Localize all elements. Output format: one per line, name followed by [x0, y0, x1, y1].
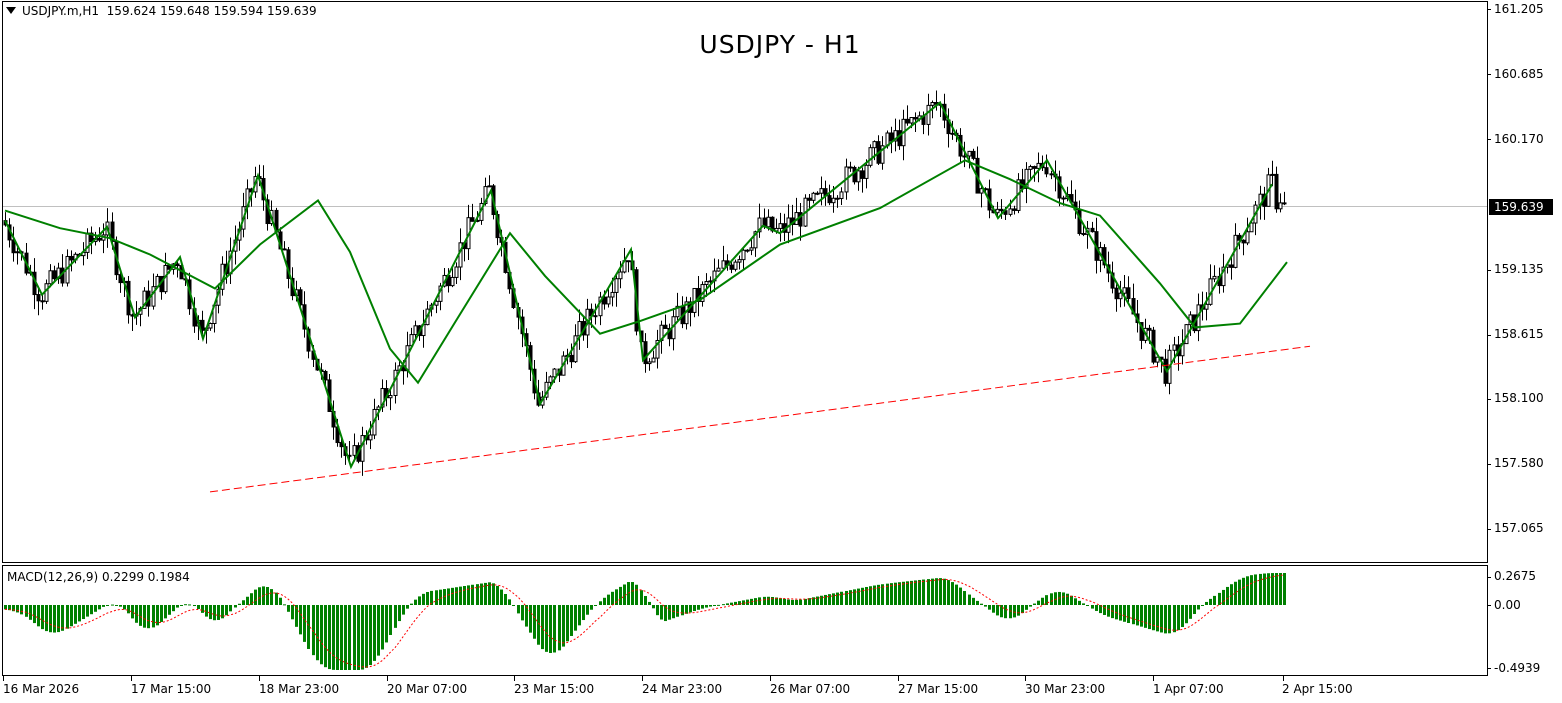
- time-axis-label: 24 Mar 23:00: [642, 682, 723, 696]
- zigzag-line: [4, 101, 1273, 470]
- time-axis-label: 26 Mar 07:00: [770, 682, 851, 696]
- time-axis-label: 23 Mar 15:00: [514, 682, 595, 696]
- ohlc-header: USDJPY.m,H1 159.624 159.648 159.594 159.…: [6, 4, 317, 18]
- price-axis-label: 160.170: [1494, 132, 1544, 146]
- macd-label: MACD(12,26,9): [7, 570, 99, 584]
- macd-main-value: 0.2299: [101, 570, 144, 584]
- macd-signal-line: [4, 574, 1285, 668]
- time-axis-label: 16 Mar 2026: [3, 682, 80, 696]
- price-axis-label: 157.580: [1494, 456, 1544, 470]
- main-panel-border: [2, 1, 1488, 563]
- time-axis-label: 1 Apr 07:00: [1153, 682, 1224, 696]
- macd-histogram: [4, 573, 1286, 670]
- time-axis-label: 27 Mar 15:00: [898, 682, 979, 696]
- time-axis-label: 20 Mar 07:00: [387, 682, 468, 696]
- chart-title: USDJPY - H1: [699, 30, 861, 59]
- price-axis-label: 161.205: [1494, 2, 1544, 16]
- macd-axis-label: -0.4939: [1494, 661, 1541, 675]
- price-axis-label: 158.100: [1494, 391, 1544, 405]
- collapse-triangle-icon[interactable]: [6, 7, 16, 14]
- price-axis-label: 158.615: [1494, 327, 1544, 341]
- candlesticks: [3, 90, 1287, 476]
- time-axis-label: 17 Mar 15:00: [131, 682, 212, 696]
- time-axis-ticks: [3, 676, 1284, 681]
- symbol-timeframe: USDJPY.m,H1: [22, 4, 100, 18]
- macd-signal-value: 0.1984: [147, 570, 190, 584]
- low-value: 159.594: [213, 4, 264, 18]
- price-axis-label: 160.685: [1494, 67, 1544, 81]
- open-value: 159.624: [106, 4, 157, 18]
- support-trendline[interactable]: [209, 345, 1311, 493]
- price-axis-label: 157.065: [1494, 521, 1544, 535]
- macd-axis-label: 0.00: [1494, 598, 1521, 612]
- price-axis-ticks: [1487, 9, 1491, 669]
- time-axis-label: 30 Mar 23:00: [1025, 682, 1106, 696]
- high-value: 159.648: [160, 4, 210, 18]
- current-price-tag: 159.639: [1489, 199, 1553, 215]
- close-value: 159.639: [267, 4, 317, 18]
- time-axis-label: 2 Apr 15:00: [1282, 682, 1353, 696]
- time-axis-label: 18 Mar 23:00: [259, 682, 340, 696]
- price-axis-label: 159.135: [1494, 262, 1544, 276]
- macd-axis-label: 0.2675: [1494, 569, 1536, 583]
- macd-header: MACD(12,26,9) 0.2299 0.1984: [7, 570, 190, 584]
- macd-panel-border: [2, 565, 1488, 676]
